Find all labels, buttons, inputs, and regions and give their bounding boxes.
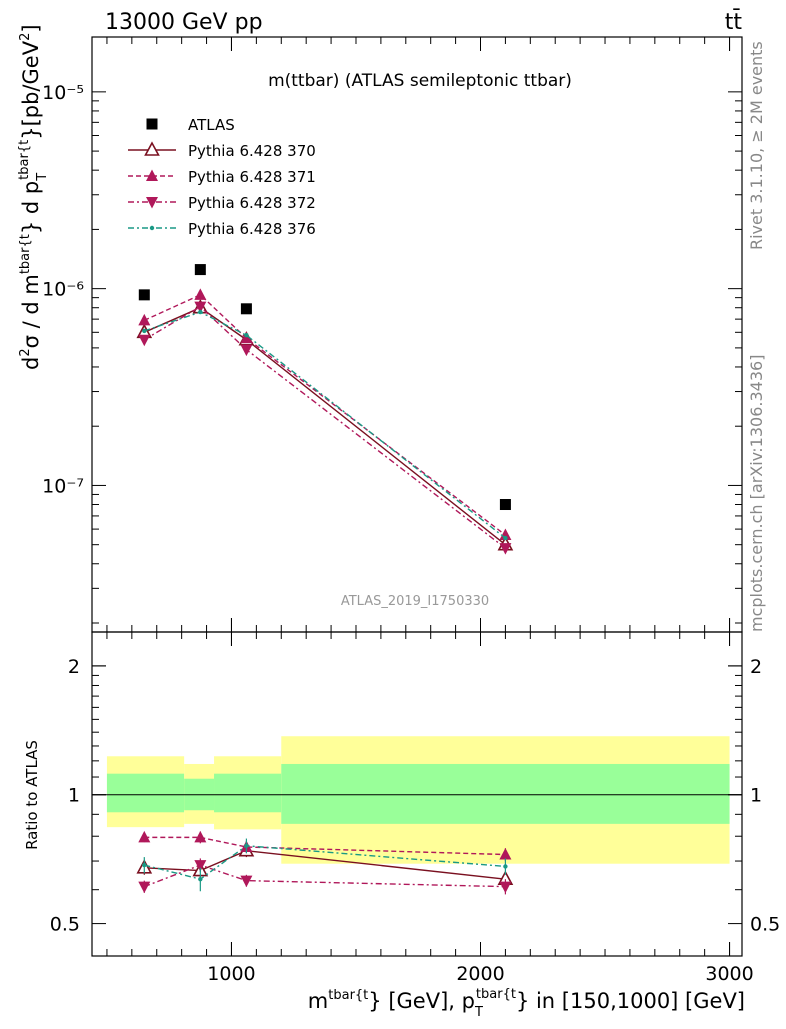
legend-marker-4 bbox=[149, 225, 155, 231]
main-point-3-1 bbox=[194, 301, 207, 314]
ratio-line-0 bbox=[144, 849, 506, 880]
ratio-point-3-2 bbox=[244, 843, 249, 848]
legend-label-2: Pythia 6.428 371 bbox=[188, 168, 316, 186]
main-point-3-3 bbox=[499, 543, 512, 555]
main-line-3 bbox=[143, 305, 506, 549]
ratio-point-3-1 bbox=[198, 876, 203, 882]
x-tick-label-3000: 3000 bbox=[705, 963, 753, 985]
ratio-line-1 bbox=[144, 836, 506, 856]
band-green-0 bbox=[106, 773, 185, 813]
ratio-ytick-label-right-0.5: 0.5 bbox=[750, 914, 780, 936]
legend-label-4: Pythia 6.428 376 bbox=[188, 220, 316, 238]
ratio-y-axis-label: Ratio to ATLAS bbox=[23, 740, 41, 850]
main-y-axis-label: d2σ / d mtbar{t} d pTtbar{t}[pb/GeV2] bbox=[17, 24, 50, 370]
main-ytick-label-0: 10⁻⁷ bbox=[42, 475, 84, 497]
ratio-uncertainty-bands bbox=[106, 736, 730, 864]
ratio-point-2-0 bbox=[138, 881, 151, 894]
legend-label-0: ATLAS bbox=[188, 116, 235, 134]
main-point-0-0 bbox=[138, 289, 150, 301]
side-label-rivet: Rivet 3.1.10, ≥ 2M events bbox=[747, 41, 766, 250]
ratio-series-layer bbox=[136, 830, 514, 895]
band-green-3 bbox=[281, 763, 730, 824]
ratio-point-2-2 bbox=[240, 875, 253, 888]
main-point-3-2 bbox=[240, 344, 253, 357]
main-line-1 bbox=[144, 306, 506, 546]
ratio-line-2 bbox=[144, 864, 506, 888]
ratio-point-1-1 bbox=[194, 830, 207, 843]
ratio-point-2-3 bbox=[499, 881, 512, 894]
main-point-4-0 bbox=[142, 328, 147, 334]
main-ytick-label-2: 10⁻⁵ bbox=[42, 82, 84, 104]
main-ytick-label-1: 10⁻⁶ bbox=[42, 279, 84, 301]
main-point-4-1 bbox=[198, 309, 203, 315]
ratio-ytick-label-right-2: 2 bbox=[750, 656, 762, 678]
axes-layer: 1000 2000 3000 10⁻⁷ 10⁻⁶ 10⁻⁵ 0.5 0.5 1 1 2 2 bbox=[42, 36, 780, 985]
legend-marker-0 bbox=[146, 118, 158, 130]
main-point-3-0 bbox=[138, 334, 151, 347]
main-line-4 bbox=[144, 311, 506, 539]
energy-label: 13000 GeV pp bbox=[105, 10, 263, 35]
main-series-layer bbox=[136, 264, 514, 555]
main-point-2-2 bbox=[240, 331, 253, 344]
legend-marker-3 bbox=[146, 197, 158, 209]
main-point-0-3 bbox=[499, 499, 511, 511]
x-axis-label: mtbar{t} [GeV], pTtbar{t} in [150,1000] … bbox=[308, 987, 745, 1020]
ratio-ytick-label-right-1: 1 bbox=[750, 785, 762, 807]
legend-label-1: Pythia 6.428 370 bbox=[188, 142, 316, 160]
main-line-2 bbox=[144, 294, 506, 536]
side-label-mcplots: mcplots.cern.ch [arXiv:1306.3436] bbox=[747, 355, 766, 632]
svg-text:mtbar{t} [GeV], pTtbar{t} in [: mtbar{t} [GeV], pTtbar{t} in [150,1000] … bbox=[308, 987, 745, 1020]
band-green-2 bbox=[214, 773, 282, 813]
ratio-line-3 bbox=[144, 845, 506, 880]
ratio-point-3-3 bbox=[503, 864, 508, 869]
ratio-ytick-label-left-0.5: 0.5 bbox=[50, 914, 80, 936]
ratio-ytick-label-left-1: 1 bbox=[68, 785, 80, 807]
main-point-4-3 bbox=[503, 535, 508, 541]
main-point-2-3 bbox=[499, 528, 512, 540]
ratio-point-1-0 bbox=[138, 830, 151, 843]
ratio-point-2-1 bbox=[194, 860, 207, 872]
main-point-0-2 bbox=[240, 303, 252, 315]
legend-marker-2 bbox=[146, 169, 158, 181]
main-point-2-1 bbox=[194, 288, 207, 300]
process-label: tt̄ bbox=[725, 9, 743, 35]
ratio-frame bbox=[91, 631, 743, 957]
x-tick-label-2000: 2000 bbox=[456, 963, 504, 985]
ratio-point-1-3 bbox=[499, 848, 512, 860]
plot-title: m(ttbar) (ATLAS semileptonic ttbar) bbox=[268, 71, 572, 91]
legend: ATLAS Pythia 6.428 370 Pythia 6.428 371 Pyt… bbox=[128, 116, 316, 238]
svg-text:d2σ / d mtbar{t} d pTtbar{t}[p: d2σ / d mtbar{t} d pTtbar{t}[pb/GeV2] bbox=[17, 24, 50, 370]
main-point-4-2 bbox=[244, 333, 249, 338]
main-point-2-0 bbox=[138, 313, 151, 326]
main-point-0-1 bbox=[194, 264, 206, 276]
ratio-ytick-label-left-2: 2 bbox=[68, 656, 80, 678]
x-tick-label-1000: 1000 bbox=[207, 963, 255, 985]
legend-marker-1 bbox=[144, 141, 160, 156]
ratio-point-3-0 bbox=[142, 862, 147, 868]
legend-label-3: Pythia 6.428 372 bbox=[188, 194, 316, 212]
watermark: ATLAS_2019_I1750330 bbox=[341, 594, 489, 609]
